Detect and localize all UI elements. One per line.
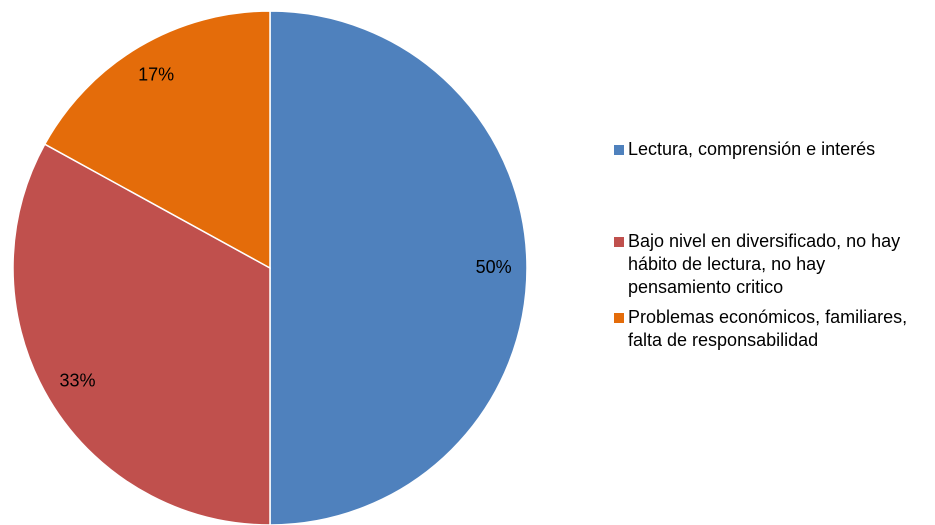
pie-slice (269, 10, 528, 525)
legend-swatch (614, 313, 624, 323)
legend-label: Bajo nivel en diversificado, no hay hábi… (628, 231, 911, 297)
pie-slice (43, 10, 271, 270)
data-label: 17% (138, 64, 174, 84)
legend-swatch (614, 237, 624, 247)
pie-slice (12, 143, 271, 525)
legend-item: Lectura, comprensión e interés (614, 138, 934, 161)
legend-label: Lectura, comprensión e interés (628, 139, 876, 159)
legend-swatch (614, 145, 624, 155)
data-label: 50% (476, 257, 512, 277)
legend-label: Problemas económicos, familiares, falta … (628, 307, 913, 350)
legend-item: Problemas económicos, familiares, falta … (614, 306, 934, 352)
data-label: 33% (60, 371, 96, 391)
legend-item: Bajo nivel en diversificado, no hay hábi… (614, 230, 934, 299)
